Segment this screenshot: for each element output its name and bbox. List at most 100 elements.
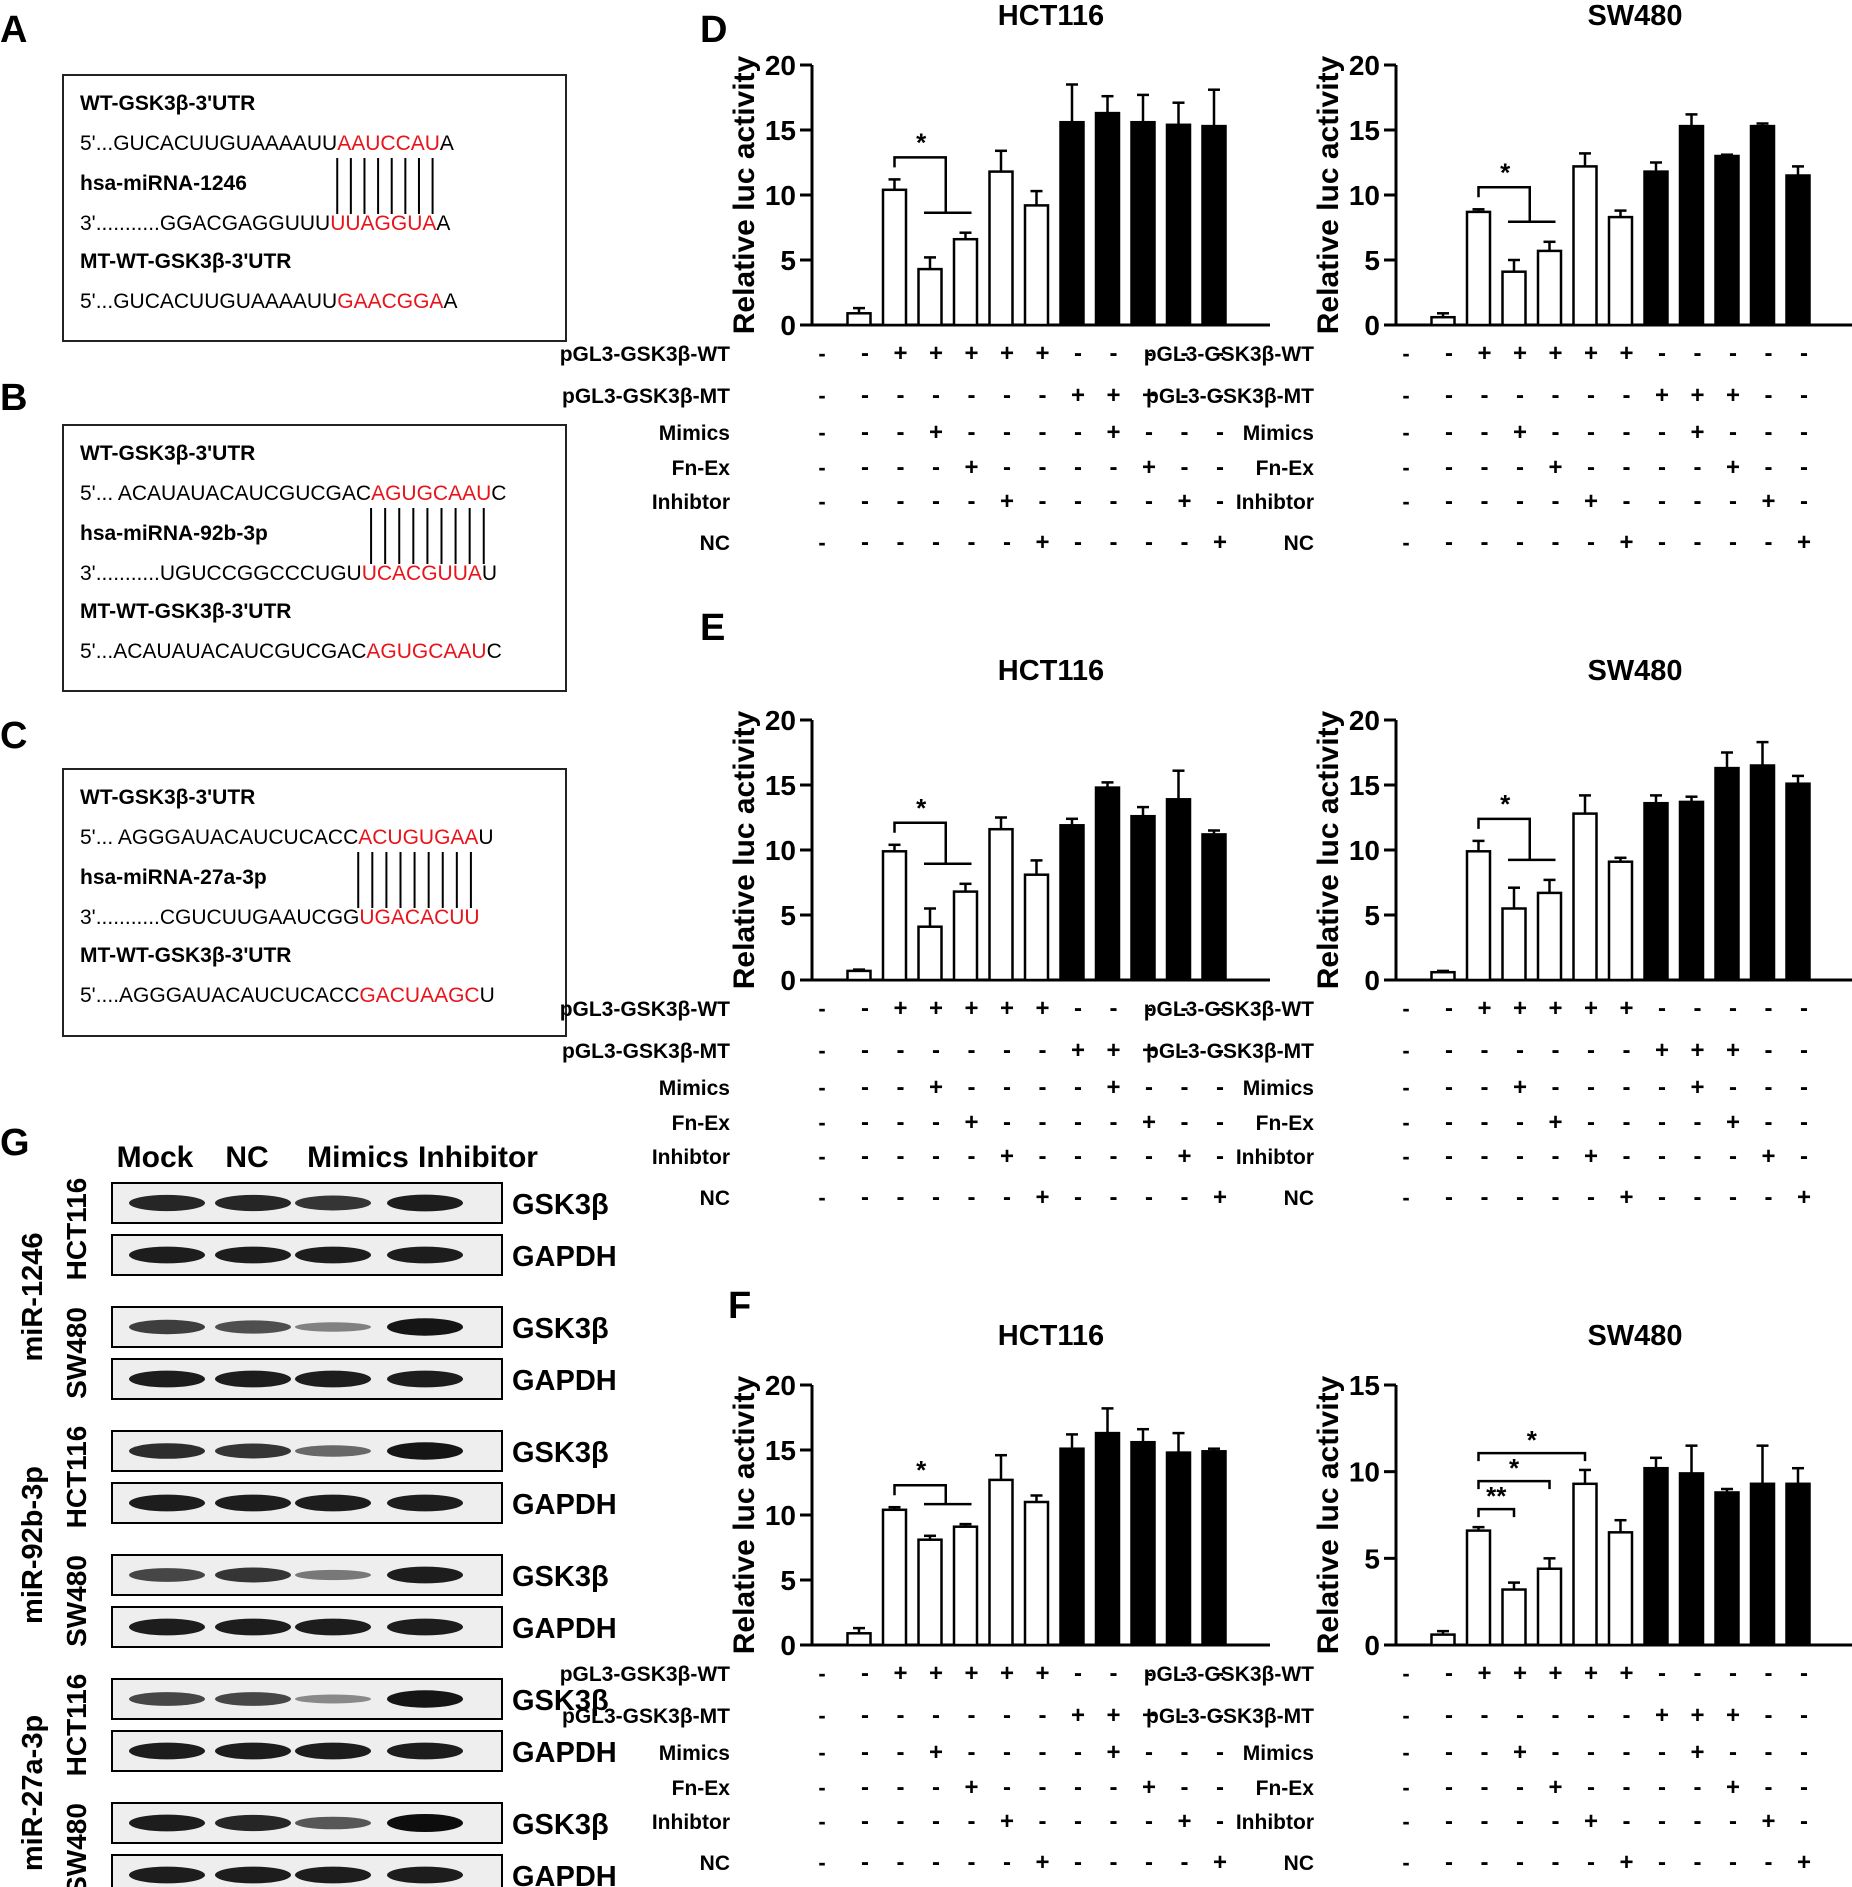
condition-sign: - xyxy=(1074,1808,1082,1835)
condition-sign: - xyxy=(1623,454,1631,481)
condition-sign: - xyxy=(1658,1739,1666,1766)
condition-sign: - xyxy=(1216,340,1224,367)
condition-sign: - xyxy=(818,1775,825,1800)
bar xyxy=(1059,1447,1085,1647)
condition-sign: - xyxy=(1039,419,1047,446)
significance-label: ** xyxy=(1486,1481,1507,1511)
condition-sign: - xyxy=(1145,1849,1153,1876)
condition-label: NC xyxy=(1284,1187,1314,1210)
condition-sign: - xyxy=(1481,1074,1489,1101)
condition-sign: - xyxy=(1552,1808,1560,1835)
condition-sign: + xyxy=(1106,1702,1120,1729)
condition-sign: - xyxy=(1481,1143,1489,1170)
condition-label: NC xyxy=(1284,532,1314,555)
condition-sign: - xyxy=(1110,1774,1118,1801)
bar xyxy=(1785,174,1811,327)
condition-sign: - xyxy=(1765,1074,1773,1101)
condition-sign: - xyxy=(1110,1660,1118,1687)
bar xyxy=(1501,270,1527,327)
condition-sign: - xyxy=(1145,1074,1153,1101)
condition-sign: + xyxy=(1035,1184,1049,1211)
condition-sign: - xyxy=(818,1850,825,1875)
bar xyxy=(1643,801,1669,982)
condition-sign: + xyxy=(1000,1808,1014,1835)
condition-sign: - xyxy=(1402,996,1409,1021)
condition-sign: - xyxy=(1658,1774,1666,1801)
bar xyxy=(846,969,872,982)
bar xyxy=(1536,249,1563,327)
condition-sign: + xyxy=(1177,1143,1191,1170)
panel-label-a: A xyxy=(0,9,27,51)
condition-sign: - xyxy=(1074,1849,1082,1876)
significance-bracket xyxy=(893,1483,947,1505)
condition-sign: - xyxy=(1445,1702,1453,1729)
condition-sign: + xyxy=(929,1739,943,1766)
condition-sign: - xyxy=(1516,1774,1524,1801)
bar xyxy=(1501,1588,1527,1647)
condition-sign: - xyxy=(1694,1774,1702,1801)
condition-sign: - xyxy=(1516,1143,1524,1170)
condition-label: Mimics xyxy=(1243,422,1314,445)
condition-label: Inhibtor xyxy=(652,491,730,514)
control-label: GAPDH xyxy=(512,1365,617,1397)
condition-label: Inhibtor xyxy=(1236,491,1314,514)
condition-sign: - xyxy=(1765,1739,1773,1766)
condition-sign: + xyxy=(1690,382,1704,409)
condition-sign: - xyxy=(1552,1702,1560,1729)
condition-sign: - xyxy=(1658,1143,1666,1170)
significance-label: * xyxy=(1527,1425,1538,1455)
condition-sign: - xyxy=(861,382,869,409)
protein-band xyxy=(215,1370,291,1388)
condition-sign: - xyxy=(1800,1739,1808,1766)
y-tick-label: 20 xyxy=(765,1370,796,1401)
condition-sign: - xyxy=(1216,488,1224,515)
condition-sign: - xyxy=(1074,995,1082,1022)
panel-label-e: E xyxy=(700,607,725,649)
sequence-panel: WT-GSK3β-3'UTR MT-WT-GSK3β-3'UTR hsa-miRNA… xyxy=(80,442,506,663)
condition-sign: + xyxy=(1000,340,1014,367)
condition-sign: + xyxy=(1513,340,1527,367)
condition-sign: - xyxy=(1003,529,1011,556)
condition-sign: - xyxy=(1216,454,1224,481)
condition-sign: - xyxy=(1552,1184,1560,1211)
condition-sign: - xyxy=(1516,1702,1524,1729)
condition-sign: - xyxy=(1003,454,1011,481)
significance-label: * xyxy=(1509,1453,1520,1483)
condition-label: pGL3-GSK3β-WT xyxy=(1144,998,1314,1021)
mt-title: MT-WT-GSK3β-3'UTR xyxy=(80,944,291,967)
bar xyxy=(1536,891,1563,982)
condition-sign: - xyxy=(1145,1808,1153,1835)
condition-sign: - xyxy=(1445,382,1453,409)
condition-sign: - xyxy=(897,488,905,515)
condition-sign: + xyxy=(1213,1184,1227,1211)
protein-band xyxy=(387,1618,463,1636)
condition-sign: - xyxy=(1552,382,1560,409)
sequence-panel: WT-GSK3β-3'UTR MT-WT-GSK3β-3'UTR hsa-miRNA… xyxy=(80,786,495,1007)
condition-sign: + xyxy=(1477,340,1491,367)
bar xyxy=(1678,1472,1705,1647)
condition-sign: - xyxy=(818,996,825,1021)
condition-sign: - xyxy=(1145,1184,1153,1211)
bar xyxy=(1165,123,1192,327)
protein-band xyxy=(129,1370,205,1388)
mirna-label: miR-1246 xyxy=(17,1233,49,1362)
condition-sign: - xyxy=(1074,1184,1082,1211)
condition-sign: - xyxy=(1729,995,1737,1022)
condition-sign: - xyxy=(1623,382,1631,409)
condition-sign: - xyxy=(1445,1808,1453,1835)
condition-sign: - xyxy=(897,1849,905,1876)
condition-sign: - xyxy=(1623,1037,1631,1064)
condition-sign: - xyxy=(1765,1184,1773,1211)
condition-sign: - xyxy=(1481,1109,1489,1136)
condition-sign: - xyxy=(1481,1702,1489,1729)
bar xyxy=(1572,812,1598,982)
condition-sign: - xyxy=(1110,995,1118,1022)
condition-sign: + xyxy=(1619,340,1633,367)
condition-sign: - xyxy=(1481,488,1489,515)
condition-label: pGL3-GSK3β-WT xyxy=(1144,343,1314,366)
y-tick-label: 5 xyxy=(780,245,796,276)
protein-band xyxy=(129,1568,205,1582)
panel-label-c: C xyxy=(0,715,27,757)
condition-sign: - xyxy=(1587,1109,1595,1136)
bar xyxy=(988,170,1014,327)
